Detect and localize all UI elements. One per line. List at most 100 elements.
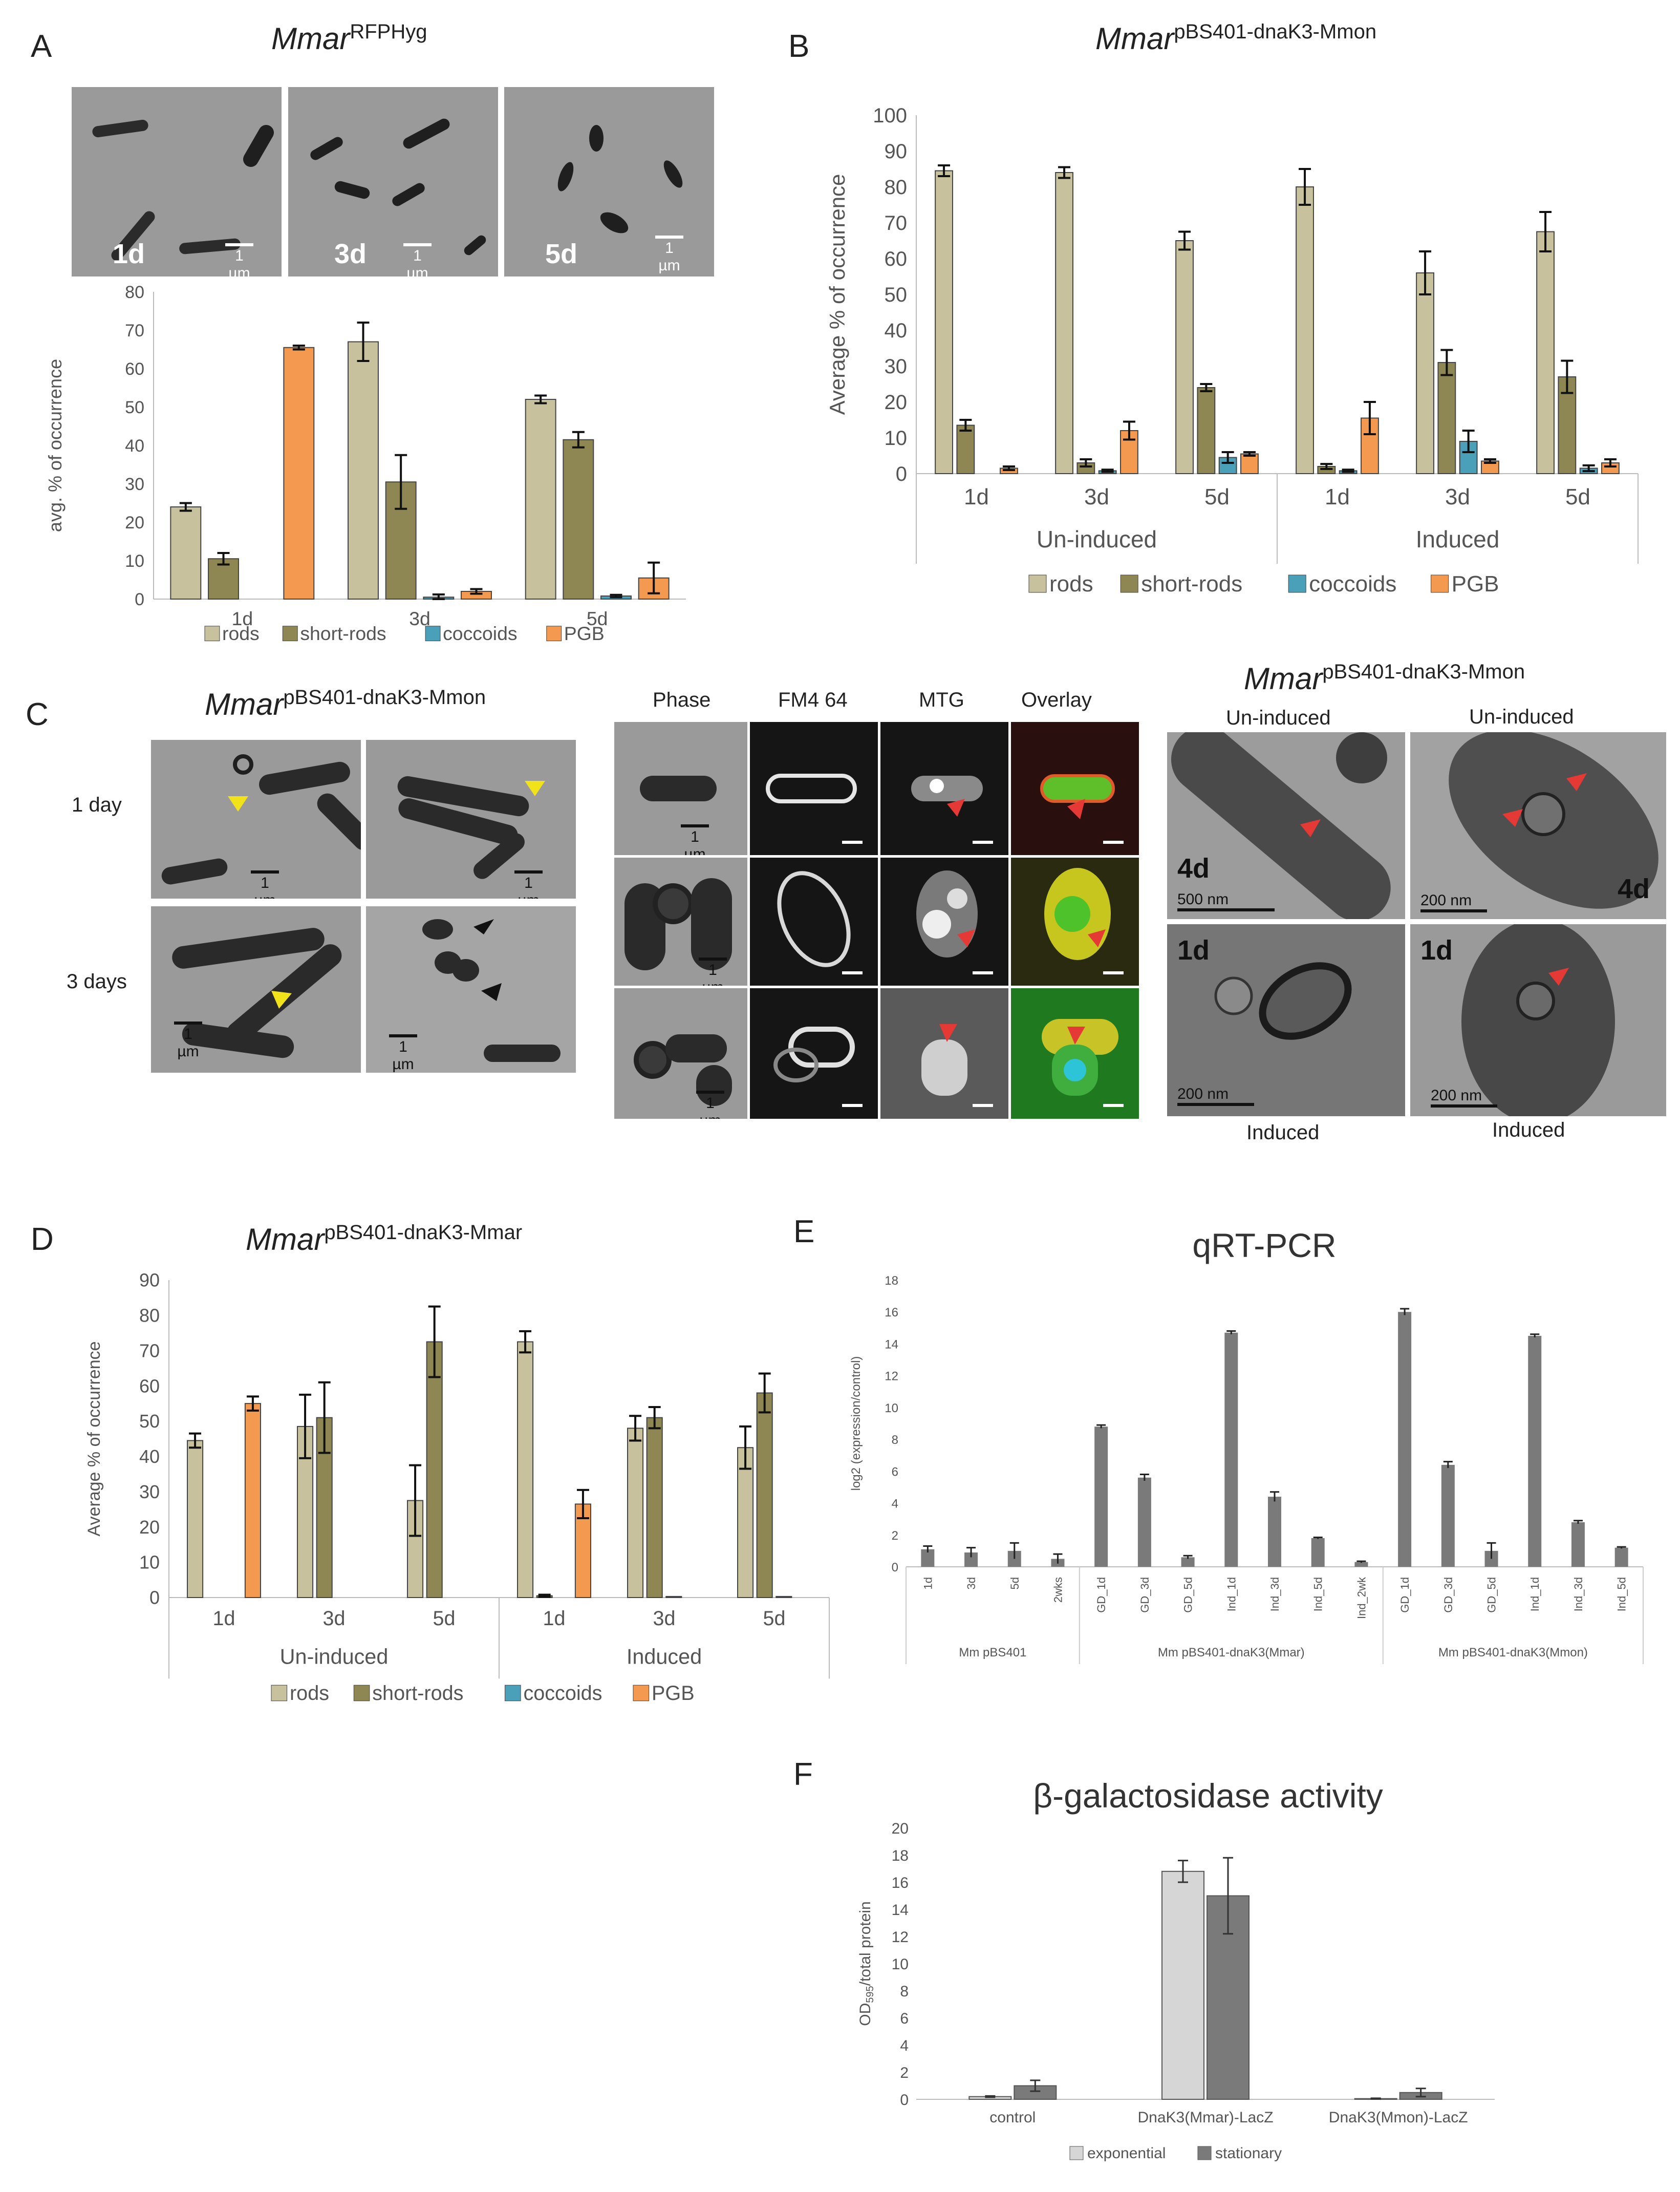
tem-label-induced-right: Induced <box>1492 1119 1565 1141</box>
scale-bar: 1 µm <box>403 243 432 276</box>
bar-short-rods <box>956 424 975 474</box>
bar-chart-d: 0 10 20 30 40 50 60 70 80 90 Average % of occurren… <box>84 1270 830 1705</box>
panel-d-title-sup: pBS401-dnaK3-Mmar <box>324 1221 523 1244</box>
x-tick-label: 5d <box>1565 484 1590 509</box>
image-day-label: 5d <box>545 239 578 269</box>
y-tick-label: 60 <box>885 248 908 270</box>
group-label: Mm pBS401 <box>959 1646 1026 1659</box>
x-tick-label: 3d <box>409 608 430 629</box>
cells-svg <box>624 878 732 970</box>
y-axis-label: log2 (expression/control) <box>849 1356 863 1491</box>
legend-label-coccoids: coccoids <box>523 1682 602 1705</box>
tem-day-label: 4d <box>1618 874 1650 904</box>
cells-svg <box>1214 962 1352 1040</box>
group-label: Mm pBS401-dnaK3(Mmar) <box>1158 1646 1305 1659</box>
channel-label-mtg: MTG <box>919 689 964 711</box>
legend-label-short-rods: short-rods <box>372 1682 463 1705</box>
tem-scale-bar: 200 nm <box>1177 1086 1254 1107</box>
fl-phase-row2: 1 µm <box>614 858 747 986</box>
row-label-1-day: 1 day <box>72 794 122 816</box>
x-tick-label: 1d <box>543 1607 565 1630</box>
tem-day-label: 1d <box>1420 935 1453 966</box>
scale-bar: 1 µm <box>655 236 683 274</box>
panel-c-title-main: Mmar <box>205 687 284 721</box>
scale-bar: 1 µm <box>514 870 543 899</box>
cells-svg <box>640 776 717 801</box>
bar <box>1094 1427 1108 1567</box>
fl-mtg-row1 <box>880 722 1008 855</box>
x-tick-label: GD_1d <box>1095 1577 1108 1613</box>
x-tick-label: 1d <box>1325 484 1350 509</box>
scale-bar: 1 µm <box>699 957 727 986</box>
x-tick-label: 1d <box>212 1607 235 1630</box>
x-tick-label: 3d <box>1084 484 1109 509</box>
y-tick-label: 40 <box>139 1446 160 1467</box>
micrograph-a-5d: 5d 1 µm <box>504 87 714 276</box>
x-tick-label: GD_5d <box>1182 1577 1195 1613</box>
y-tick-label: 0 <box>135 590 144 609</box>
legend-swatch-PGB <box>633 1685 650 1701</box>
bar-chart-f: β-galactosidase activity 0 2 4 6 8 10 12 14 16 18 2… <box>857 1777 1495 2162</box>
fl-mtg-row3 <box>880 988 1008 1119</box>
y-tick-label: 40 <box>125 436 144 456</box>
cells-svg <box>1040 774 1124 844</box>
tem-title-sup: pBS401-dnaK3-Mmon <box>1322 661 1525 683</box>
y-tick-label: 2 <box>892 1529 898 1543</box>
bar-short-rods <box>426 1341 443 1599</box>
legend-label-PGB: PGB <box>1452 571 1499 597</box>
chart-title: β-galactosidase activity <box>1033 1777 1383 1815</box>
y-tick-label: 50 <box>885 284 908 306</box>
scale-bar: 1 µm <box>696 1091 724 1119</box>
bar <box>1614 1547 1628 1567</box>
y-tick-label: 80 <box>139 1305 160 1326</box>
bar-short-rods <box>208 558 239 600</box>
x-tick-label: Ind_1d <box>1528 1577 1541 1611</box>
group-label: Un-induced <box>280 1645 389 1669</box>
fl-overlay-row1 <box>1011 722 1139 855</box>
y-tick-label: 16 <box>885 1306 898 1320</box>
y-tick-label: 20 <box>139 1517 160 1538</box>
chart-title: qRT-PCR <box>1192 1226 1336 1264</box>
tem-image-1d-a: 1d 200 nm <box>1167 924 1405 1116</box>
bar-short-rods <box>756 1392 773 1598</box>
y-tick-label: 20 <box>892 1820 909 1837</box>
fl-fm464-row1 <box>750 722 878 855</box>
cells-svg <box>916 870 993 974</box>
y-tick-label: 12 <box>885 1370 898 1384</box>
y-tick-label: 70 <box>125 321 144 340</box>
y-tick-label: 30 <box>885 355 908 378</box>
cells-svg <box>1461 924 1615 1116</box>
bar-PGB <box>1240 453 1259 474</box>
bar-rods <box>935 170 953 474</box>
y-tick-label: 50 <box>125 398 144 417</box>
fl-phase-row3: 1 µm <box>614 988 747 1119</box>
x-tick-label: 1d <box>232 608 253 629</box>
y-tick-label: 18 <box>892 1847 909 1864</box>
legend-label-coccoids: coccoids <box>1309 571 1396 597</box>
bar <box>1354 1562 1368 1567</box>
x-tick-label: 5d <box>1008 1577 1021 1589</box>
y-tick-label: 18 <box>885 1274 898 1288</box>
panel-a-title-main: Mmar <box>271 22 350 56</box>
tem-label-induced-left: Induced <box>1246 1121 1320 1144</box>
bar-short-rods <box>646 1417 663 1598</box>
cells-svg <box>397 776 545 879</box>
cells-svg <box>777 871 863 974</box>
x-tick-label: 1d <box>964 484 989 509</box>
x-tick-label: 5d <box>763 1607 785 1630</box>
legend-swatch-rods <box>204 626 220 642</box>
micrograph-a-3d: 3d 1 µm <box>288 87 498 276</box>
x-tick-label: 5d <box>433 1607 455 1630</box>
panel-letter-f: F <box>793 1757 813 1792</box>
channel-label-phase: Phase <box>653 689 711 711</box>
bar <box>1441 1464 1455 1567</box>
panel-letter-c: C <box>26 697 49 732</box>
y-tick-label: 30 <box>125 475 144 494</box>
legend-swatch-short-rods <box>353 1685 370 1701</box>
bar-short-rods <box>1197 387 1216 474</box>
y-tick-label: 20 <box>885 391 908 414</box>
y-tick-label: 0 <box>892 1561 898 1574</box>
x-tick-label: GD_1d <box>1398 1577 1411 1613</box>
y-tick-label: 70 <box>885 212 908 235</box>
x-tick-label: DnaK3(Mmon)-LacZ <box>1329 2109 1468 2126</box>
